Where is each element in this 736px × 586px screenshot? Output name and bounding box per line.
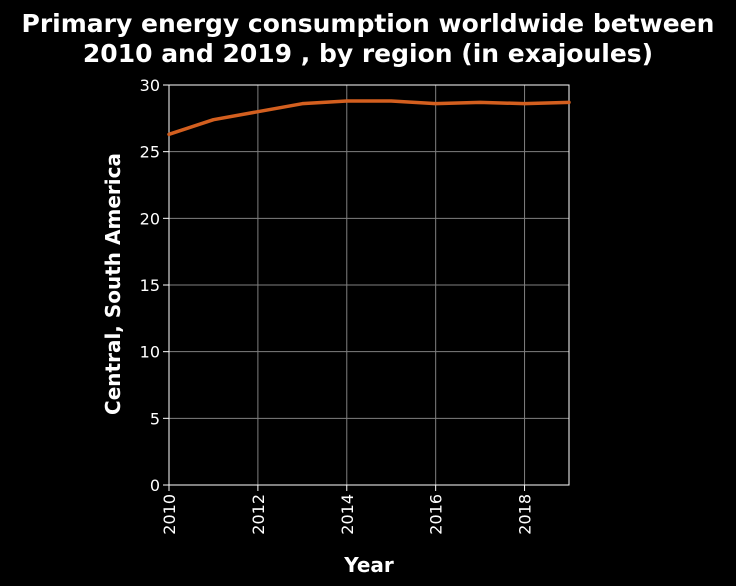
- x-axis-label: Year: [343, 553, 394, 577]
- y-tick-label: 20: [140, 209, 160, 228]
- y-tick-label: 25: [140, 143, 160, 162]
- x-tick-label: 2018: [516, 494, 535, 535]
- y-tick-label: 15: [140, 276, 160, 295]
- x-tick-label: 2016: [427, 494, 446, 535]
- y-tick-label: 10: [140, 343, 160, 362]
- y-tick-label: 5: [150, 409, 160, 428]
- series-line: [167, 99, 571, 137]
- x-tick-label: 2012: [249, 494, 268, 535]
- chart-title-line-2: 2010 and 2019 , by region (in exajoules): [83, 39, 653, 68]
- plot-area: 0 5 10 15 20 25 30 2010 2012 2014 2016 2018: [140, 76, 571, 535]
- y-tick-label: 0: [150, 476, 160, 495]
- y-tick-label: 30: [140, 76, 160, 95]
- y-axis-label: Central, South America: [101, 153, 125, 415]
- chart-title-line-1: Primary energy consumption worldwide bet…: [22, 9, 715, 38]
- x-tick-label: 2014: [338, 494, 357, 535]
- x-tick-label: 2010: [160, 494, 179, 535]
